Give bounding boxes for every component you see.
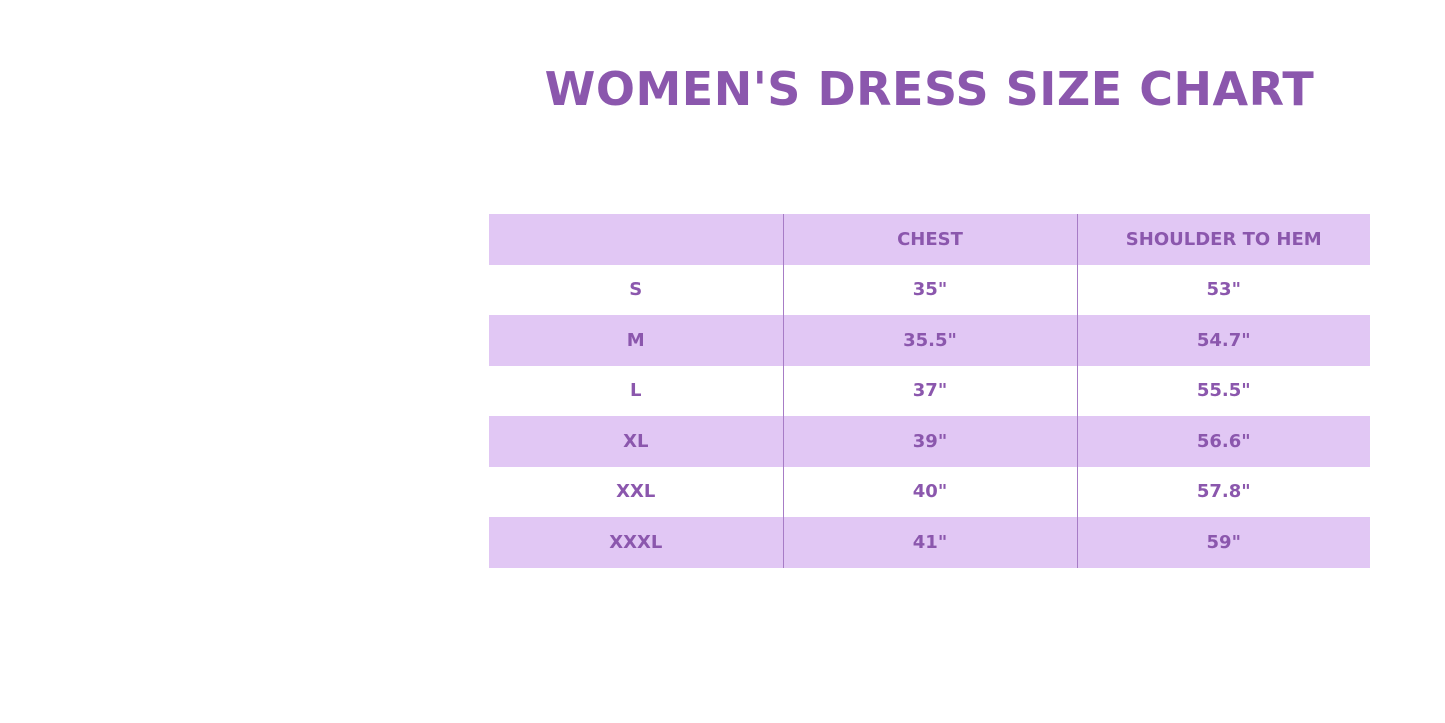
size-cell: XXXL: [609, 531, 663, 553]
chest-cell: 40": [782, 466, 1077, 517]
shoulder-to-hem-cell: 59": [1076, 517, 1370, 568]
size-cell: L: [630, 380, 642, 402]
chest-cell: 35": [782, 264, 1077, 315]
chest-cell: 37": [782, 365, 1077, 416]
table-row: M 35.5" 54.7": [489, 315, 1370, 366]
shoulder-to-hem-cell: 55.5": [1076, 365, 1370, 416]
shoulder-to-hem-cell: 53": [1076, 264, 1370, 315]
shoulder-to-hem-cell: 57.8": [1076, 466, 1370, 517]
size-cell: XXL: [616, 481, 656, 503]
header-chest: CHEST: [782, 214, 1077, 265]
page-title: WOMEN'S DRESS SIZE CHART: [544, 62, 1315, 116]
table-row: XXXL 41" 59": [489, 517, 1370, 568]
header-shoulder-to-hem: SHOULDER TO HEM: [1076, 214, 1370, 265]
chest-cell: 35.5": [782, 315, 1077, 366]
table-row: XL 39" 56.6": [489, 416, 1370, 467]
table-row: S 35" 53": [489, 264, 1370, 315]
header-size: [489, 214, 783, 265]
shoulder-to-hem-cell: 56.6": [1076, 416, 1370, 467]
table-row: L 37" 55.5": [489, 365, 1370, 416]
size-cell: S: [629, 279, 643, 301]
size-chart-table: CHEST SHOULDER TO HEM S 35" 53" M 35.5" …: [489, 214, 1370, 568]
size-cell: M: [626, 329, 645, 351]
size-cell: XL: [623, 430, 649, 452]
chest-cell: 41": [782, 517, 1077, 568]
table-header-row: CHEST SHOULDER TO HEM: [489, 214, 1370, 265]
chest-cell: 39": [782, 416, 1077, 467]
shoulder-to-hem-cell: 54.7": [1076, 315, 1370, 366]
table-row: XXL 40" 57.8": [489, 466, 1370, 517]
